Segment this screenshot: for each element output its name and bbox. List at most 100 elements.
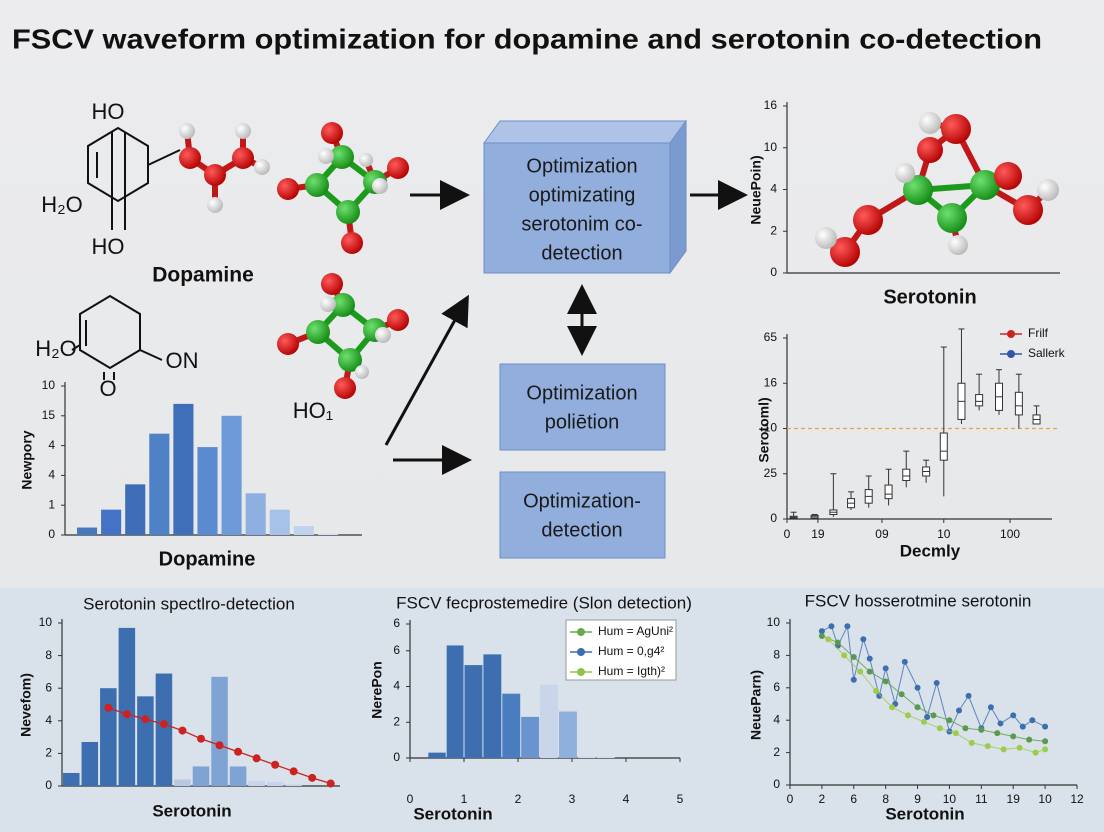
bar — [125, 484, 146, 535]
chart-title: FSCV fecprostemedire (Slon detection) — [396, 593, 692, 612]
x-tick-label: 4 — [623, 792, 630, 806]
arrows — [384, 180, 748, 475]
point — [122, 710, 131, 719]
chart-title: Serotonin spectlro-detection — [83, 594, 295, 613]
atom — [235, 123, 251, 139]
legend-label: Hum = Igth)² — [598, 664, 665, 678]
x-tick-label: 11 — [975, 792, 988, 806]
bar — [137, 696, 154, 786]
box-text: Optimization — [526, 382, 637, 404]
x-tick-label: 2 — [819, 792, 826, 806]
x-tick-label: 3 — [569, 792, 576, 806]
point — [924, 713, 931, 720]
atom — [321, 122, 343, 144]
point — [994, 730, 1001, 737]
y-axis-label: Nevefom) — [18, 673, 34, 737]
atom — [277, 178, 299, 200]
bar — [211, 676, 228, 786]
atom — [375, 327, 391, 343]
atom — [277, 333, 299, 355]
point — [876, 692, 883, 699]
point — [889, 704, 896, 711]
y-tick-label: 0 — [773, 777, 780, 791]
point — [252, 754, 261, 763]
y-axis-label: Serotoml) — [756, 397, 772, 462]
y-tick-label: 4 — [45, 713, 52, 727]
point — [828, 623, 835, 630]
x-tick-label: 5 — [677, 792, 684, 806]
x-tick-label: 0 — [787, 792, 794, 806]
point — [159, 720, 168, 729]
point — [866, 655, 873, 662]
point — [968, 739, 975, 746]
histogram-bar — [596, 756, 615, 758]
y-tick-label: 4 — [770, 182, 777, 196]
atom — [355, 365, 369, 379]
legend-marker — [577, 668, 585, 676]
bar — [173, 403, 194, 535]
y-axis-label: NeuePoin) — [748, 155, 764, 224]
bar — [149, 433, 170, 535]
box — [483, 142, 671, 274]
point — [904, 712, 911, 719]
point — [844, 623, 851, 630]
point — [882, 665, 889, 672]
point — [834, 639, 841, 646]
box-text: Optimization — [526, 155, 637, 177]
atom-label: HO₁ — [293, 398, 333, 423]
bar — [63, 772, 80, 786]
y-tick-label: 15 — [42, 408, 56, 422]
point — [1042, 738, 1049, 745]
atom-label: O — [99, 376, 116, 401]
chart-title: FSCV hosserotmine serotonin — [805, 591, 1032, 610]
box-side — [669, 119, 687, 275]
atom — [306, 320, 330, 344]
bar — [229, 766, 247, 786]
y-tick-label: 10 — [39, 615, 53, 629]
x-tick-label: 0 — [784, 527, 791, 541]
point — [289, 767, 298, 776]
atom — [1013, 195, 1043, 225]
y-axis-label: NerePon — [369, 661, 385, 719]
box — [939, 432, 948, 461]
legend-marker — [1007, 330, 1015, 338]
x-tick-label: 12 — [1070, 792, 1084, 806]
atom — [305, 173, 329, 197]
atom-label: H₂O — [35, 336, 77, 361]
atom — [320, 296, 336, 312]
histogram-bar — [483, 654, 502, 758]
point — [234, 747, 243, 756]
atom — [207, 197, 223, 213]
x-axis-label: Serotonin — [885, 804, 964, 823]
y-tick-label: 0 — [48, 527, 55, 541]
point — [818, 628, 825, 635]
y-tick-label: 10 — [767, 615, 781, 629]
dopamine-structure — [71, 126, 181, 380]
atom — [254, 159, 270, 175]
arrow — [384, 294, 469, 446]
point — [818, 632, 825, 639]
atom — [387, 309, 409, 331]
point — [1010, 733, 1017, 740]
histogram-bar — [428, 752, 446, 758]
legend-label: Hum = AgUni² — [598, 624, 673, 638]
y-tick-label: 65 — [764, 330, 778, 344]
point — [956, 707, 963, 714]
box-text: detection — [541, 519, 622, 541]
point — [857, 668, 864, 675]
point — [1032, 749, 1039, 756]
point — [965, 692, 972, 699]
y-tick-label: 25 — [764, 466, 778, 480]
bar — [245, 493, 266, 535]
atom — [338, 348, 362, 372]
bar — [100, 688, 117, 786]
x-tick-label: 0 — [407, 792, 414, 806]
atom — [359, 153, 373, 167]
bar — [221, 415, 242, 535]
point — [997, 720, 1004, 727]
y-tick-label: 6 — [45, 680, 52, 694]
atom — [917, 137, 943, 163]
x-tick-label: 6 — [850, 792, 857, 806]
x-tick-label: 09 — [875, 527, 889, 541]
y-tick-label: 0 — [770, 511, 777, 525]
